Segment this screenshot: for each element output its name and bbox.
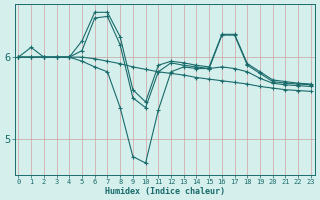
X-axis label: Humidex (Indice chaleur): Humidex (Indice chaleur): [105, 187, 225, 196]
